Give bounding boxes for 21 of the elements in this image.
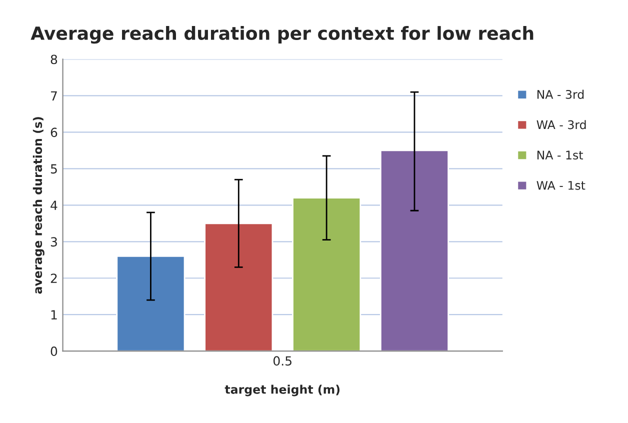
- y-tick-label: 1: [51, 310, 57, 320]
- bar: [292, 197, 362, 352]
- y-tick-label: 6: [50, 128, 58, 138]
- y-tick-label: 8: [50, 54, 58, 64]
- y-axis-title: average reach duration (s): [32, 117, 44, 294]
- chart-title: Average reach duration per context for low reach: [30, 26, 534, 44]
- y-tick-label: 5: [50, 164, 57, 174]
- y-tick-label: 3: [50, 237, 57, 247]
- x-axis-title: target height (m): [224, 384, 340, 396]
- legend-label: NA - 3rd: [537, 90, 584, 99]
- bar: [116, 256, 186, 352]
- legend-label: NA - 1st: [537, 150, 583, 160]
- y-tick-label: 2: [50, 274, 57, 283]
- legend-label: WA - 3rd: [536, 120, 586, 130]
- y-tick-label: 0: [50, 346, 58, 356]
- y-tick-label: 7: [51, 91, 57, 100]
- x-tick-label: 0.5: [273, 356, 292, 366]
- y-tick-label: 4: [50, 200, 58, 210]
- legend-label: WA - 1st: [536, 181, 586, 190]
- bar: [380, 150, 449, 352]
- bar: [204, 222, 274, 352]
